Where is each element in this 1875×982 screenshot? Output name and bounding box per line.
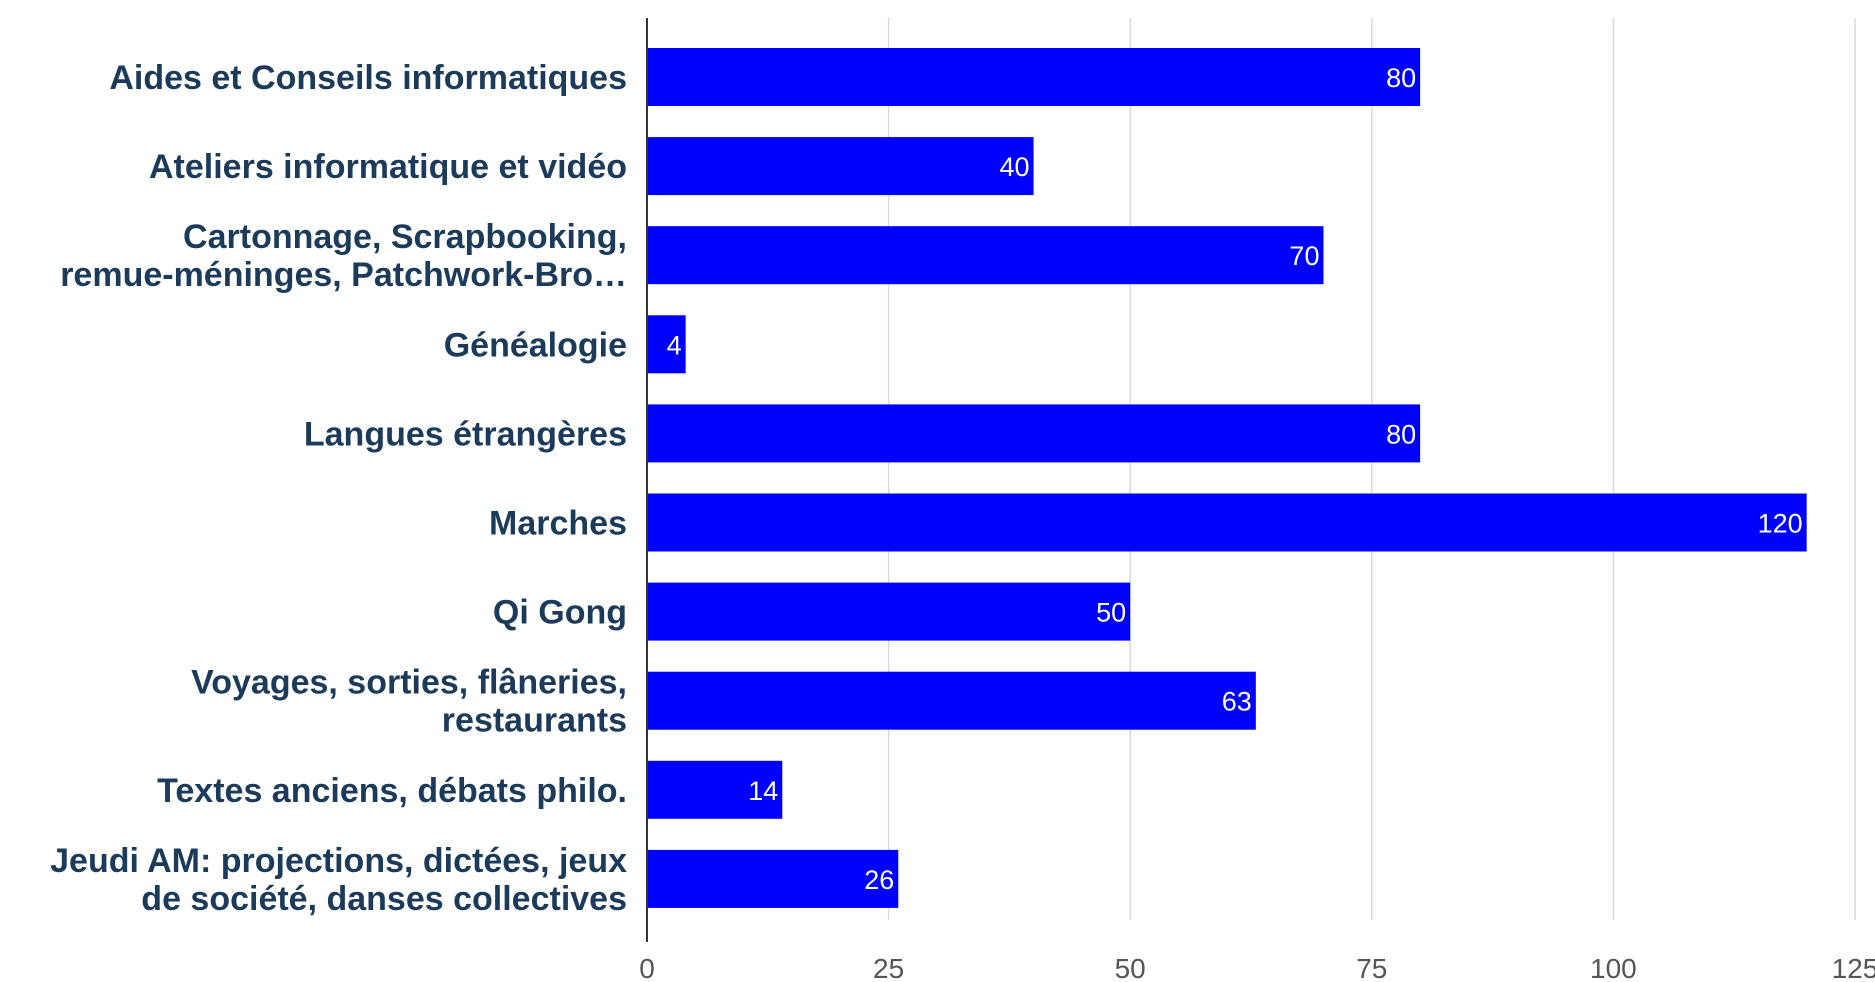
category-label-line: Généalogie	[444, 326, 627, 364]
bar	[647, 671, 1256, 730]
category-label: Textes anciens, débats philo.	[157, 772, 627, 810]
category-label-line: remue-méninges, Patchwork-Bro…	[60, 256, 627, 294]
x-tick-label: 0	[639, 953, 655, 982]
bar	[647, 48, 1421, 106]
category-label-line: de société, danses collectives	[141, 880, 627, 918]
bar	[647, 582, 1131, 641]
label-layer: 80 Aides et Conseils informatiques 40 Ateli…	[50, 59, 1803, 918]
category-label: Langues étrangères	[304, 415, 627, 453]
bar	[647, 137, 1034, 196]
category-label-line: Aides et Conseils informatiques	[109, 59, 627, 97]
category-label-line: Voyages, sorties, flâneries,	[191, 664, 627, 702]
category-label: Voyages, sorties, flâneries,restaurants	[191, 664, 627, 740]
category-label: Aides et Conseils informatiques	[109, 59, 627, 97]
category-label: Généalogie	[444, 326, 627, 364]
category-label-line: Langues étrangères	[304, 415, 627, 453]
bar	[647, 760, 783, 819]
bar	[647, 493, 1807, 552]
data-label: 80	[1386, 63, 1416, 93]
x-tick-label: 125	[1832, 953, 1875, 982]
x-tick-label: 75	[1356, 953, 1387, 982]
grid-layer	[887, 18, 1856, 920]
data-label: 80	[1386, 419, 1416, 449]
category-label-line: Marches	[489, 505, 627, 543]
data-label: 50	[1096, 598, 1126, 628]
data-label: 70	[1289, 241, 1319, 271]
bar-layer	[647, 48, 1807, 908]
bar	[647, 849, 899, 908]
category-label-line: Ateliers informatique et vidéo	[149, 148, 627, 186]
bar	[647, 404, 1421, 463]
bar	[647, 226, 1324, 285]
data-label: 26	[864, 865, 894, 895]
category-label-line: Cartonnage, Scrapbooking,	[183, 218, 627, 256]
x-tick-label: 25	[873, 953, 904, 982]
category-label-line: Qi Gong	[493, 594, 627, 632]
category-label: Cartonnage, Scrapbooking,remue-méninges,…	[60, 218, 627, 294]
x-tick-label: 100	[1590, 953, 1637, 982]
category-label-line: Jeudi AM: projections, dictées, jeux	[50, 842, 627, 880]
category-label: Ateliers informatique et vidéo	[149, 148, 627, 186]
x-tick-label: 50	[1115, 953, 1146, 982]
axis-layer: 0 25 50 75 100 125	[639, 18, 1875, 982]
category-label: Marches	[489, 505, 627, 543]
data-label: 40	[1000, 152, 1030, 182]
category-label: Qi Gong	[493, 594, 627, 632]
category-label-line: Textes anciens, débats philo.	[157, 772, 627, 810]
data-label: 4	[667, 330, 682, 360]
data-label: 120	[1758, 509, 1803, 539]
bar	[647, 315, 686, 374]
data-label: 14	[748, 776, 778, 806]
data-label: 63	[1222, 687, 1252, 717]
category-label-line: restaurants	[442, 702, 627, 740]
